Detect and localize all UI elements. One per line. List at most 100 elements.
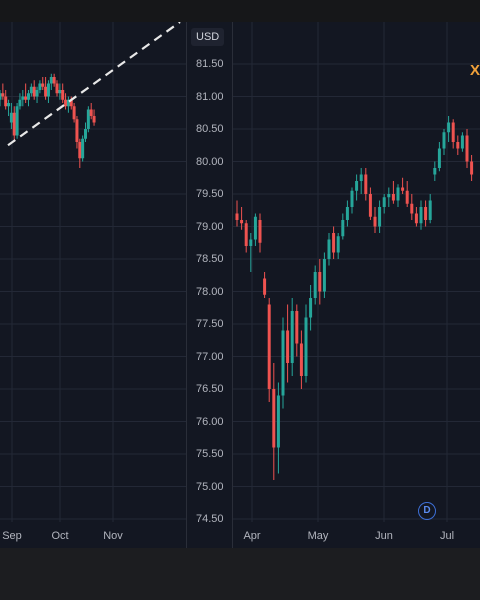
symbol-label[interactable]: X <box>470 62 480 79</box>
candle-body <box>92 116 96 123</box>
candle-body <box>368 194 372 217</box>
currency-label[interactable]: USD <box>191 28 225 46</box>
candle-body <box>78 142 82 159</box>
candle-body <box>304 317 308 376</box>
candle-body <box>249 239 253 246</box>
candle-body <box>58 90 62 94</box>
candle-body <box>391 194 395 201</box>
x-tick-label: Oct <box>51 530 69 542</box>
candle-body <box>341 220 345 237</box>
candle-body <box>364 174 368 194</box>
candle-body <box>41 83 45 87</box>
price-tick-label: 75.50 <box>196 448 224 460</box>
price-tick-label: 78.00 <box>196 285 224 298</box>
candle-body <box>318 272 322 292</box>
price-axis[interactable]: USD 81.50 81.00 80.50 80.00 79.50 79.00 78.50 7… <box>186 22 233 548</box>
candle-body <box>72 106 76 120</box>
candle-body <box>0 93 2 100</box>
candle-body <box>7 103 11 107</box>
candle-body <box>86 109 90 129</box>
candle-body <box>313 272 317 298</box>
candle-body <box>258 220 262 243</box>
x-tick-label: Nov <box>103 530 123 542</box>
candle-body <box>382 197 386 207</box>
left-chart-pane[interactable]: Sep Oct Nov <box>0 22 186 548</box>
candle-body <box>332 233 336 253</box>
price-tick-label: 80.00 <box>196 155 224 168</box>
price-tick-label: 78.50 <box>196 253 224 265</box>
candle-body <box>327 239 331 259</box>
price-tick-label: 80.50 <box>196 123 224 135</box>
candle-body <box>309 298 313 318</box>
candle-body <box>12 112 16 136</box>
bottom-bar <box>0 548 480 600</box>
candle-body <box>253 216 257 240</box>
candle-body <box>299 343 303 376</box>
candle-body <box>470 161 474 175</box>
candle-body <box>64 99 68 107</box>
right-chart-pane[interactable]: X D Apr May Jun Jul <box>233 22 480 548</box>
price-tick-label: 81.50 <box>196 58 224 70</box>
candle-body <box>387 194 391 198</box>
dividend-marker-icon[interactable]: D <box>418 502 436 520</box>
candle-body <box>378 207 382 227</box>
x-tick-label: Jul <box>439 530 455 542</box>
candle-body <box>61 90 65 100</box>
candle-body <box>44 86 48 97</box>
candle-body <box>281 330 285 396</box>
candle-body <box>46 83 50 97</box>
candle-body <box>32 86 36 97</box>
price-tick-label: 75.00 <box>196 480 224 493</box>
price-tick-label: 76.50 <box>196 383 224 395</box>
candle-body <box>55 83 59 94</box>
candle-body <box>84 129 87 139</box>
candle-body <box>465 135 469 162</box>
candle-body <box>240 220 244 224</box>
candle-body <box>447 122 451 133</box>
price-tick-label: 77.00 <box>196 350 224 363</box>
price-tick-label: 77.50 <box>196 318 224 330</box>
candle-body <box>350 190 354 207</box>
candle-body <box>75 119 79 142</box>
candle-body <box>18 99 22 107</box>
price-tick-label: 74.50 <box>196 513 224 525</box>
candle-body <box>272 389 276 448</box>
candle-body <box>15 106 19 136</box>
candle-body <box>401 187 405 191</box>
candle-body <box>276 395 280 448</box>
candle-body <box>451 122 455 142</box>
candle-body <box>419 207 423 224</box>
candle-body <box>442 132 446 149</box>
x-tick-label: Jun <box>375 530 393 542</box>
candle-body <box>38 83 42 90</box>
x-tick-label: Sep <box>2 530 22 542</box>
right-candlestick-chart[interactable] <box>233 22 480 548</box>
candle-body <box>428 200 432 220</box>
price-tick-label: 76.00 <box>196 415 224 428</box>
candle-body <box>263 278 267 295</box>
candle-body <box>49 77 53 84</box>
candle-body <box>373 216 377 227</box>
x-tick-label: Apr <box>243 530 261 542</box>
candle-body <box>267 304 271 389</box>
candle-body <box>433 168 437 175</box>
candle-body <box>35 90 39 97</box>
price-tick-label: 79.50 <box>196 188 224 200</box>
candle-body <box>235 213 239 220</box>
candle-body <box>69 99 73 107</box>
candle-body <box>295 311 299 344</box>
candle-body <box>24 96 28 100</box>
price-tick-label: 79.00 <box>196 220 224 233</box>
candle-body <box>437 148 441 168</box>
candle-body <box>405 190 409 204</box>
candle-body <box>89 109 93 116</box>
candle-body <box>336 236 340 253</box>
left-candlestick-chart[interactable] <box>0 22 186 548</box>
candle-body <box>4 96 8 107</box>
candle-body <box>456 142 460 149</box>
candle-body <box>9 112 13 123</box>
candle-body <box>1 93 5 97</box>
candle-body <box>345 207 349 220</box>
candle-body <box>286 330 290 363</box>
top-bar <box>0 0 480 22</box>
